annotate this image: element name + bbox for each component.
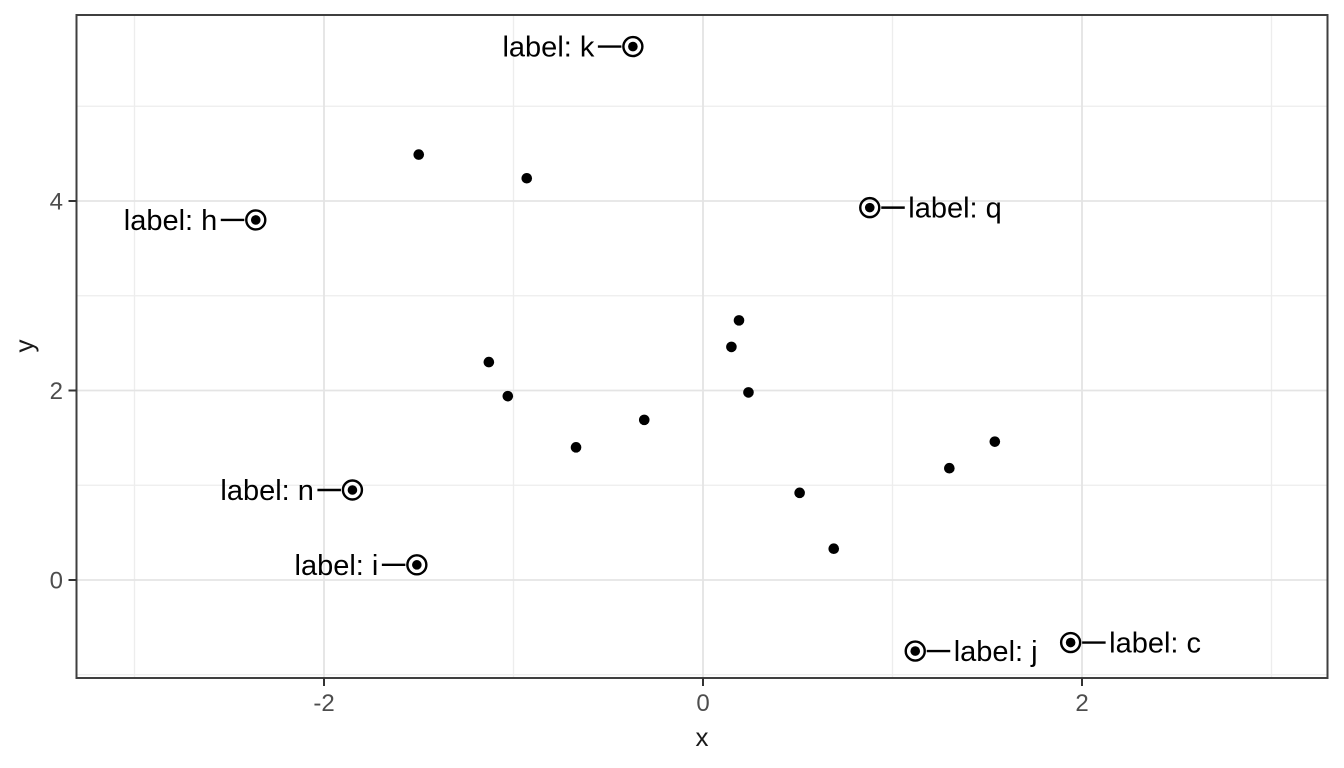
data-point [944, 462, 955, 474]
data-point [521, 172, 533, 184]
y-tick-label: 4 [50, 189, 63, 216]
data-point [628, 41, 638, 52]
data-point [828, 543, 840, 555]
data-point [413, 149, 425, 160]
panel-background [76, 15, 1328, 678]
point-highlight-ring [245, 209, 267, 231]
x-tick-label: 0 [696, 690, 709, 717]
y-tick-label: 2 [50, 378, 63, 405]
y-tick-label: 0 [50, 568, 63, 595]
data-point [250, 215, 261, 225]
point-label: label: k [502, 32, 594, 64]
data-point [743, 387, 754, 398]
point-label: label: j [954, 636, 1038, 668]
data-point [638, 414, 650, 426]
y-axis-title: y [9, 340, 39, 353]
data-point [347, 485, 358, 495]
data-point [989, 436, 1001, 447]
point-label: label: i [295, 550, 379, 582]
data-point [412, 560, 422, 570]
data-point [502, 390, 514, 402]
data-point [570, 442, 582, 453]
x-tick-label: 2 [1075, 690, 1088, 717]
x-axis-title: x [696, 722, 709, 752]
data-point [733, 315, 745, 326]
point-highlight-ring [406, 554, 428, 576]
data-point [483, 356, 495, 368]
x-tick-label: -2 [313, 690, 334, 717]
point-label: label: q [908, 193, 1002, 225]
data-point [726, 341, 737, 353]
point-highlight-ring [341, 479, 364, 501]
point-highlight-ring [859, 196, 881, 219]
point-label: label: c [1109, 628, 1201, 660]
data-point [910, 646, 921, 656]
point-label: label: h [124, 205, 218, 237]
data-point [864, 202, 875, 213]
point-highlight-ring [622, 35, 644, 58]
point-label: label: n [220, 475, 314, 507]
point-highlight-ring [1059, 631, 1082, 654]
point-highlight-ring [904, 640, 926, 662]
data-point [794, 487, 805, 499]
data-point [1065, 637, 1076, 648]
